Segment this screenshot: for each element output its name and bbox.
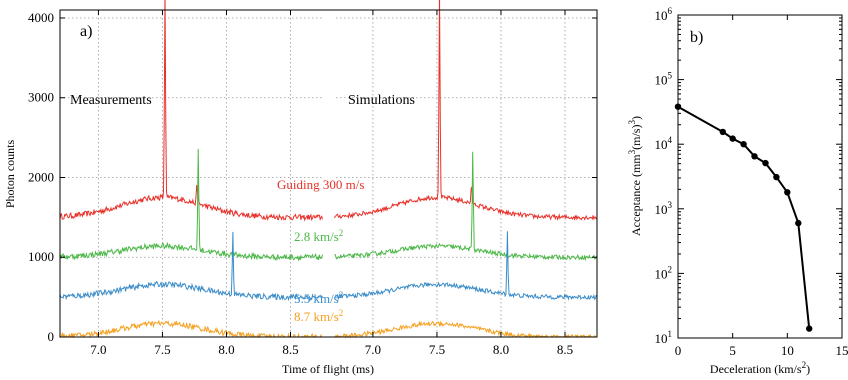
trace-measured (59, 319, 323, 339)
y-tick-label: 102 (655, 264, 673, 281)
series-label: 8.7 km/s2 (294, 308, 343, 324)
trace-simulated (334, 231, 597, 301)
y-tick-label: 3000 (28, 90, 54, 105)
series-label: 5.5 km/s2 (294, 290, 343, 306)
trace-simulated (334, 320, 597, 339)
y-tick-label: 104 (655, 135, 673, 152)
series-label: Guiding 300 m/s (277, 177, 364, 192)
panel-a-xlabel: Time of flight (ms) (282, 362, 374, 376)
x-tick-label: 5 (729, 343, 736, 358)
subpanel-gap (323, 11, 334, 336)
x-tick-label: 7.0 (365, 342, 381, 357)
x-tick-label: 8.0 (493, 342, 509, 357)
trace-simulated (334, 151, 598, 262)
measurements-title: Measurements (70, 93, 152, 108)
data-point (784, 189, 791, 196)
panel-a-ylabel: Photon counts (3, 140, 17, 209)
y-tick-label: 0 (48, 329, 55, 344)
y-tick-label: 106 (655, 6, 673, 23)
panel-b-ylabel: Acceptance (mm3(m/s)3) (627, 116, 643, 236)
data-point (674, 103, 682, 110)
x-tick-label: 8.5 (557, 342, 573, 357)
x-tick-label: 7.5 (154, 342, 170, 357)
acceptance-line (677, 105, 811, 329)
panel-b: 0 5 10 15 101 102 103 104 105 106 b) Deceleration… (627, 6, 848, 376)
y-tick-label: 2000 (28, 169, 54, 184)
panel-a-frame (59, 9, 598, 338)
trace-measured (59, 231, 323, 302)
data-point (806, 325, 813, 332)
x-tick-label: 15 (836, 343, 848, 358)
x-tick-label: 8.5 (282, 342, 298, 357)
series-label: 2.8 km/s2 (294, 228, 343, 244)
data-point (719, 128, 726, 136)
data-point (773, 173, 780, 181)
y-tick-label: 101 (655, 329, 673, 346)
simulations-title: Simulations (348, 93, 415, 108)
x-tick-label: 7.0 (90, 342, 106, 357)
panel-b-label: b) (690, 29, 703, 46)
data-point (751, 153, 758, 160)
x-tick-label: 8.0 (218, 342, 234, 357)
panel-a: 0 1000 2000 3000 4000 7.0 7.5 8.0 8.5 7.0 7.5 8.0 8.… (3, 0, 598, 376)
trace-measured (59, 0, 323, 222)
y-tick-label: 105 (655, 71, 673, 88)
panel-a-label: a) (80, 23, 92, 40)
data-point (795, 219, 802, 227)
x-tick-label: 10 (781, 343, 794, 358)
data-point (740, 141, 747, 148)
panel-b-xlabel: Deceleration (km/s2) (710, 360, 810, 376)
trace-simulated (334, 0, 598, 222)
y-tick-label: 4000 (28, 10, 54, 25)
y-tick-label: 103 (655, 200, 673, 217)
x-tick-label: 0 (675, 343, 682, 358)
data-point (762, 159, 769, 167)
y-tick-label: 1000 (28, 249, 54, 264)
panel-b-frame (677, 14, 843, 339)
data-point (729, 135, 736, 142)
trace-measured (59, 148, 323, 262)
x-tick-label: 7.5 (429, 342, 445, 357)
